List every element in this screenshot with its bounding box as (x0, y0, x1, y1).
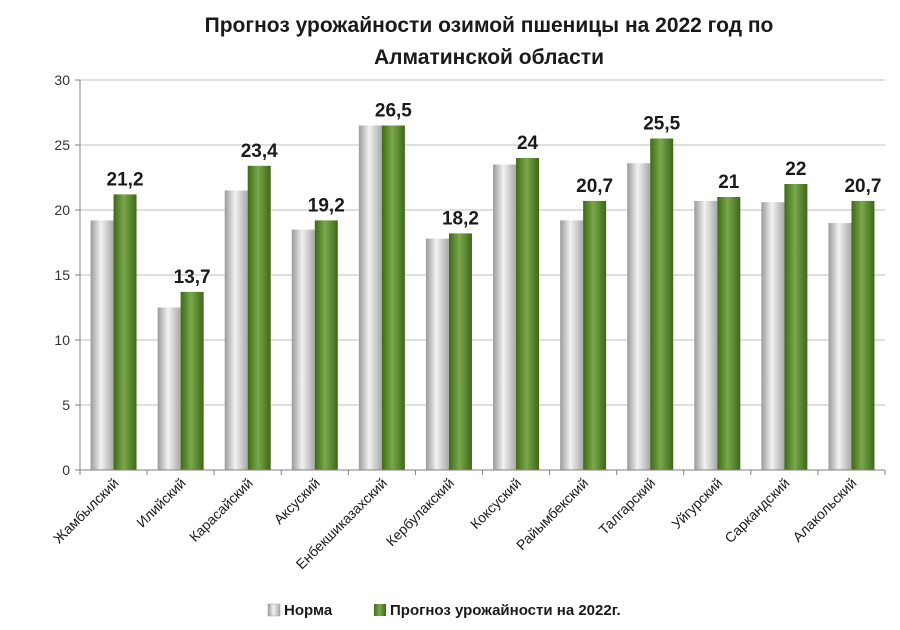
x-tick-label: Кербулакский (383, 475, 457, 549)
y-axis: 0 5 10 15 20 25 30 (54, 72, 81, 478)
data-label: 21,2 (107, 169, 144, 190)
bar-norma (627, 163, 651, 470)
bar-norma (90, 220, 114, 470)
x-tick-label: Илийский (133, 475, 189, 531)
x-tick-label: Райымбекский (513, 475, 591, 553)
bar-norma (493, 164, 517, 470)
bar-forecast (448, 233, 472, 470)
bar-forecast (650, 138, 674, 470)
data-label: 21 (718, 172, 740, 193)
bar-forecast (113, 194, 137, 470)
bar-forecast (583, 200, 607, 470)
bar-norma (358, 125, 382, 470)
chart-title-line-2: Алматинской области (374, 46, 604, 69)
data-label: 22 (785, 159, 806, 180)
bar-norma (761, 202, 785, 470)
legend-swatch-norma (267, 603, 281, 617)
y-tick-label: 5 (62, 397, 70, 413)
bars (90, 125, 875, 471)
x-tick-label: Жамбылский (50, 475, 122, 547)
data-label: 23,4 (241, 141, 278, 162)
bar-norma (291, 229, 315, 470)
x-tick-label: Талгарский (595, 475, 658, 538)
bar-norma (828, 223, 852, 470)
y-tick-label: 0 (62, 462, 70, 478)
data-label: 18,2 (442, 208, 479, 229)
legend: Норма Прогноз урожайности на 2022г. (267, 602, 621, 619)
bar-norma (694, 200, 718, 470)
x-tick-label: Саркандский (721, 475, 792, 546)
y-tick-label: 10 (54, 332, 70, 348)
y-tick-label: 20 (54, 202, 70, 218)
y-tick-label: 15 (54, 267, 70, 283)
bar-forecast (381, 125, 405, 470)
bar-forecast (247, 165, 271, 471)
data-label: 20,7 (844, 176, 881, 197)
x-tick-label: Карасайский (186, 475, 256, 545)
bar-forecast (180, 291, 204, 470)
x-tick-label: Уйгурский (668, 475, 725, 532)
bar-norma (224, 190, 248, 470)
bar-norma (560, 220, 584, 470)
y-tick-label: 30 (54, 72, 70, 88)
data-label: 24 (517, 133, 539, 154)
x-tick-label: Коксуский (467, 475, 524, 532)
data-label: 13,7 (174, 267, 211, 288)
bar-forecast (851, 200, 875, 470)
bar-norma (157, 307, 181, 470)
legend-label-forecast: Прогноз урожайности на 2022г. (390, 602, 621, 619)
legend-label-norma: Норма (284, 602, 333, 619)
x-tick-label: Алакольский (789, 475, 859, 545)
y-tick-label: 25 (54, 137, 70, 153)
data-label: 20,7 (576, 176, 613, 197)
bar-forecast (784, 184, 808, 470)
data-labels: 21,2 13,7 23,4 19,2 26,5 18,2 24 20,7 25,5 21 22 20… (107, 101, 882, 288)
chart-title-line-1: Прогноз урожайности озимой пшеницы на 20… (205, 14, 774, 37)
gridlines (80, 79, 885, 406)
x-tick-label: Аксуский (270, 475, 322, 527)
bar-forecast (314, 220, 338, 470)
legend-swatch-forecast (374, 604, 386, 616)
bar-forecast (516, 158, 540, 470)
bar-norma (425, 238, 449, 470)
data-label: 19,2 (308, 195, 345, 216)
bar-forecast (717, 197, 741, 470)
data-label: 25,5 (643, 114, 680, 135)
data-label: 26,5 (375, 101, 412, 122)
